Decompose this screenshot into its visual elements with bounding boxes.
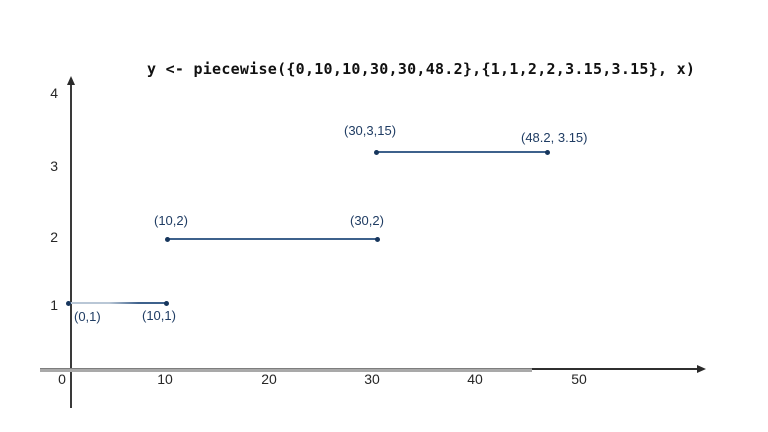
point-label: (48.2, 3.15) xyxy=(521,130,588,145)
data-point xyxy=(164,236,170,242)
point-label: (30,2) xyxy=(350,213,384,228)
segment-line xyxy=(167,238,377,240)
x-axis-line-right xyxy=(532,368,698,370)
x-tick-label: 20 xyxy=(261,371,277,387)
data-point xyxy=(65,300,71,306)
data-point xyxy=(544,149,550,155)
x-tick-label: 30 xyxy=(364,371,380,387)
x-tick-label: 10 xyxy=(157,371,173,387)
y-axis-line xyxy=(70,80,72,408)
point-label: (10,1) xyxy=(142,308,176,323)
point-label: (30,3,15) xyxy=(344,123,397,138)
data-point xyxy=(373,149,379,155)
segment-line xyxy=(376,151,547,153)
y-tick-label: 3 xyxy=(50,158,58,174)
x-tick-label: 40 xyxy=(467,371,483,387)
y-tick-label: 2 xyxy=(50,229,58,245)
segment-line xyxy=(68,302,166,304)
y-axis-arrow-icon xyxy=(66,76,75,85)
data-point xyxy=(163,300,169,306)
y-tick-label: 4 xyxy=(50,85,58,101)
x-axis-line xyxy=(40,368,532,372)
x-tick-label: 0 xyxy=(58,371,66,387)
x-axis-arrow-icon xyxy=(697,364,706,373)
point-label: (10,2) xyxy=(154,213,188,228)
point-label: (0,1) xyxy=(74,309,101,324)
chart-title: y <- piecewise({0,10,10,30,30,48.2},{1,1… xyxy=(147,60,696,78)
data-point xyxy=(374,236,380,242)
x-tick-label: 50 xyxy=(571,371,587,387)
y-tick-label: 1 xyxy=(50,297,58,313)
